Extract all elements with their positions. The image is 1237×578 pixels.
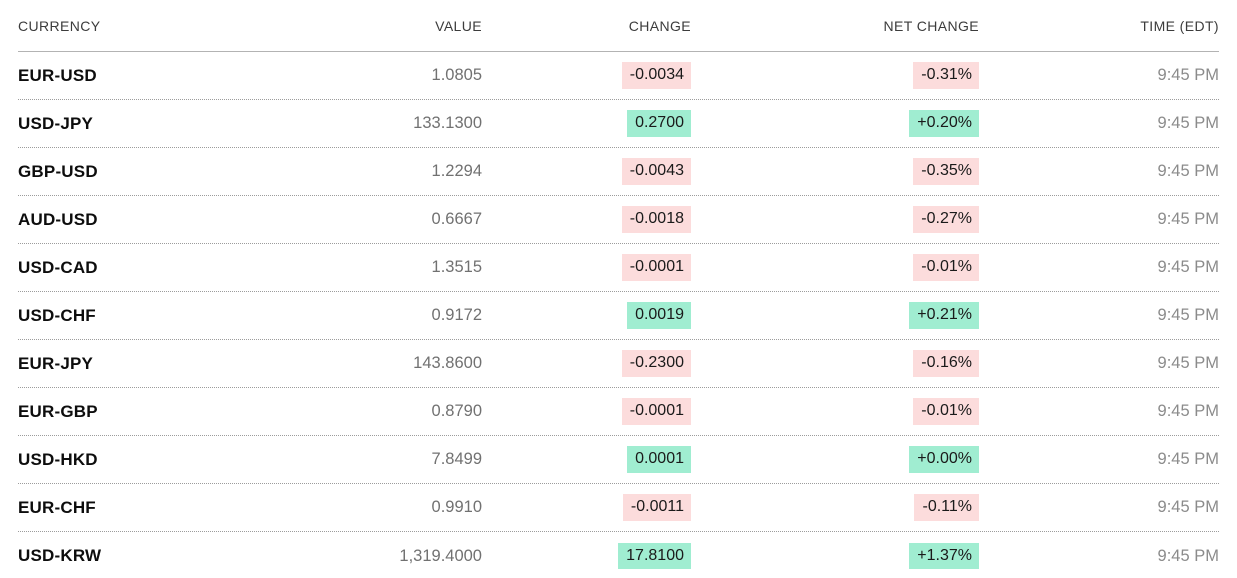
change-cell: -0.0043 bbox=[482, 158, 691, 185]
change-cell: 0.0001 bbox=[482, 446, 691, 473]
net-change-cell: -0.16% bbox=[691, 350, 979, 377]
column-header-change: CHANGE bbox=[628, 17, 691, 34]
value-cell: 0.6667 bbox=[431, 210, 482, 228]
change-cell: -0.0034 bbox=[482, 62, 691, 89]
table-row: EUR-USD 1.0805 -0.0034 -0.31% 9:45 PM bbox=[18, 52, 1219, 100]
value-cell: 1,319.4000 bbox=[399, 546, 482, 565]
time-cell: 9:45 PM bbox=[1157, 258, 1219, 276]
table-row: GBP-USD 1.2294 -0.0043 -0.35% 9:45 PM bbox=[18, 148, 1219, 196]
net-change-badge: -0.16% bbox=[913, 350, 979, 377]
change-cell: -0.0001 bbox=[482, 398, 691, 425]
net-change-badge: -0.27% bbox=[913, 206, 979, 233]
net-change-cell: -0.27% bbox=[691, 206, 979, 233]
net-change-cell: -0.01% bbox=[691, 254, 979, 281]
currency-pair-link[interactable]: GBP-USD bbox=[18, 161, 98, 181]
currency-pair-link[interactable]: EUR-USD bbox=[18, 65, 97, 85]
change-badge: -0.0001 bbox=[621, 398, 691, 425]
value-cell: 143.8600 bbox=[413, 354, 482, 372]
table-row: USD-CAD 1.3515 -0.0001 -0.01% 9:45 PM bbox=[18, 244, 1219, 292]
column-header-currency: CURRENCY bbox=[18, 17, 101, 34]
table-row: EUR-CHF 0.9910 -0.0011 -0.11% 9:45 PM bbox=[18, 484, 1219, 532]
change-cell: 0.0019 bbox=[482, 302, 691, 329]
currency-pair-link[interactable]: USD-KRW bbox=[18, 546, 102, 565]
time-cell: 9:45 PM bbox=[1157, 66, 1219, 84]
column-header-net-change: NET CHANGE bbox=[883, 17, 979, 34]
net-change-badge: -0.01% bbox=[913, 254, 979, 281]
net-change-badge: -0.31% bbox=[913, 62, 979, 89]
net-change-badge: +0.20% bbox=[909, 110, 979, 137]
net-change-cell: +0.20% bbox=[691, 110, 979, 137]
net-change-badge: -0.01% bbox=[913, 398, 979, 425]
time-cell: 9:45 PM bbox=[1157, 450, 1219, 468]
value-cell: 0.9910 bbox=[431, 498, 482, 516]
net-change-badge: -0.11% bbox=[914, 494, 979, 521]
value-cell: 133.1300 bbox=[413, 114, 482, 132]
time-cell: 9:45 PM bbox=[1157, 546, 1219, 565]
net-change-badge: +0.21% bbox=[909, 302, 979, 329]
change-cell: -0.0001 bbox=[482, 254, 691, 281]
time-cell: 9:45 PM bbox=[1157, 114, 1219, 132]
time-cell: 9:45 PM bbox=[1157, 210, 1219, 228]
net-change-cell: -0.11% bbox=[691, 494, 979, 521]
net-change-cell: -0.35% bbox=[691, 158, 979, 185]
change-badge: 17.8100 bbox=[618, 542, 691, 570]
change-badge: -0.0018 bbox=[621, 206, 691, 233]
time-cell: 9:45 PM bbox=[1157, 354, 1219, 372]
column-header-time: TIME (EDT) bbox=[1140, 17, 1219, 34]
value-cell: 7.8499 bbox=[431, 450, 482, 468]
table-header-row: CURRENCY VALUE CHANGE NET CHANGE TIME (E… bbox=[18, 0, 1219, 52]
time-cell: 9:45 PM bbox=[1157, 498, 1219, 516]
change-badge: 0.0019 bbox=[627, 302, 691, 329]
change-badge: -0.0001 bbox=[621, 254, 691, 281]
table-body: EUR-USD 1.0805 -0.0034 -0.31% 9:45 PM USD-JPY… bbox=[18, 52, 1219, 578]
currency-pair-link[interactable]: EUR-CHF bbox=[18, 497, 96, 517]
change-cell: -0.0018 bbox=[482, 206, 691, 233]
time-cell: 9:45 PM bbox=[1157, 162, 1219, 180]
time-cell: 9:45 PM bbox=[1157, 306, 1219, 324]
currency-pair-link[interactable]: EUR-JPY bbox=[18, 353, 94, 373]
currency-pair-link[interactable]: USD-HKD bbox=[18, 449, 98, 469]
table-row: USD-HKD 7.8499 0.0001 +0.00% 9:45 PM bbox=[18, 436, 1219, 484]
currency-pair-link[interactable]: EUR-GBP bbox=[18, 401, 98, 421]
table-row: EUR-JPY 143.8600 -0.2300 -0.16% 9:45 PM bbox=[18, 340, 1219, 388]
table-row: USD-JPY 133.1300 0.2700 +0.20% 9:45 PM bbox=[18, 100, 1219, 148]
column-header-value: VALUE bbox=[435, 17, 482, 34]
value-cell: 1.0805 bbox=[431, 66, 482, 84]
change-badge: -0.0011 bbox=[622, 494, 691, 521]
value-cell: 0.9172 bbox=[431, 306, 482, 324]
net-change-badge: +0.00% bbox=[909, 446, 979, 473]
change-badge: -0.0043 bbox=[621, 158, 691, 185]
table-row: USD-CHF 0.9172 0.0019 +0.21% 9:45 PM bbox=[18, 292, 1219, 340]
net-change-cell: +1.37% bbox=[691, 542, 979, 570]
currency-pair-link[interactable]: USD-CAD bbox=[18, 257, 98, 277]
value-cell: 1.3515 bbox=[431, 258, 482, 276]
currency-pair-link[interactable]: USD-CHF bbox=[18, 305, 96, 325]
change-cell: 17.8100 bbox=[482, 542, 691, 570]
change-cell: -0.0011 bbox=[482, 494, 691, 521]
currency-pair-link[interactable]: AUD-USD bbox=[18, 209, 98, 229]
currency-pair-link[interactable]: USD-JPY bbox=[18, 113, 94, 133]
value-cell: 0.8790 bbox=[431, 402, 482, 420]
time-cell: 9:45 PM bbox=[1157, 402, 1219, 420]
change-badge: -0.0034 bbox=[621, 62, 691, 89]
change-cell: 0.2700 bbox=[482, 110, 691, 137]
table-row: EUR-GBP 0.8790 -0.0001 -0.01% 9:45 PM bbox=[18, 388, 1219, 436]
table-row: AUD-USD 0.6667 -0.0018 -0.27% 9:45 PM bbox=[18, 196, 1219, 244]
value-cell: 1.2294 bbox=[431, 162, 482, 180]
table-row: USD-KRW 1,319.4000 17.8100 +1.37% 9:45 PM bbox=[18, 532, 1219, 578]
change-badge: -0.2300 bbox=[621, 350, 691, 377]
change-badge: 0.2700 bbox=[627, 110, 691, 137]
net-change-cell: +0.21% bbox=[691, 302, 979, 329]
change-badge: 0.0001 bbox=[627, 446, 691, 473]
net-change-badge: +1.37% bbox=[909, 542, 979, 570]
net-change-cell: -0.01% bbox=[691, 398, 979, 425]
net-change-badge: -0.35% bbox=[913, 158, 979, 185]
change-cell: -0.2300 bbox=[482, 350, 691, 377]
net-change-cell: -0.31% bbox=[691, 62, 979, 89]
net-change-cell: +0.00% bbox=[691, 446, 979, 473]
